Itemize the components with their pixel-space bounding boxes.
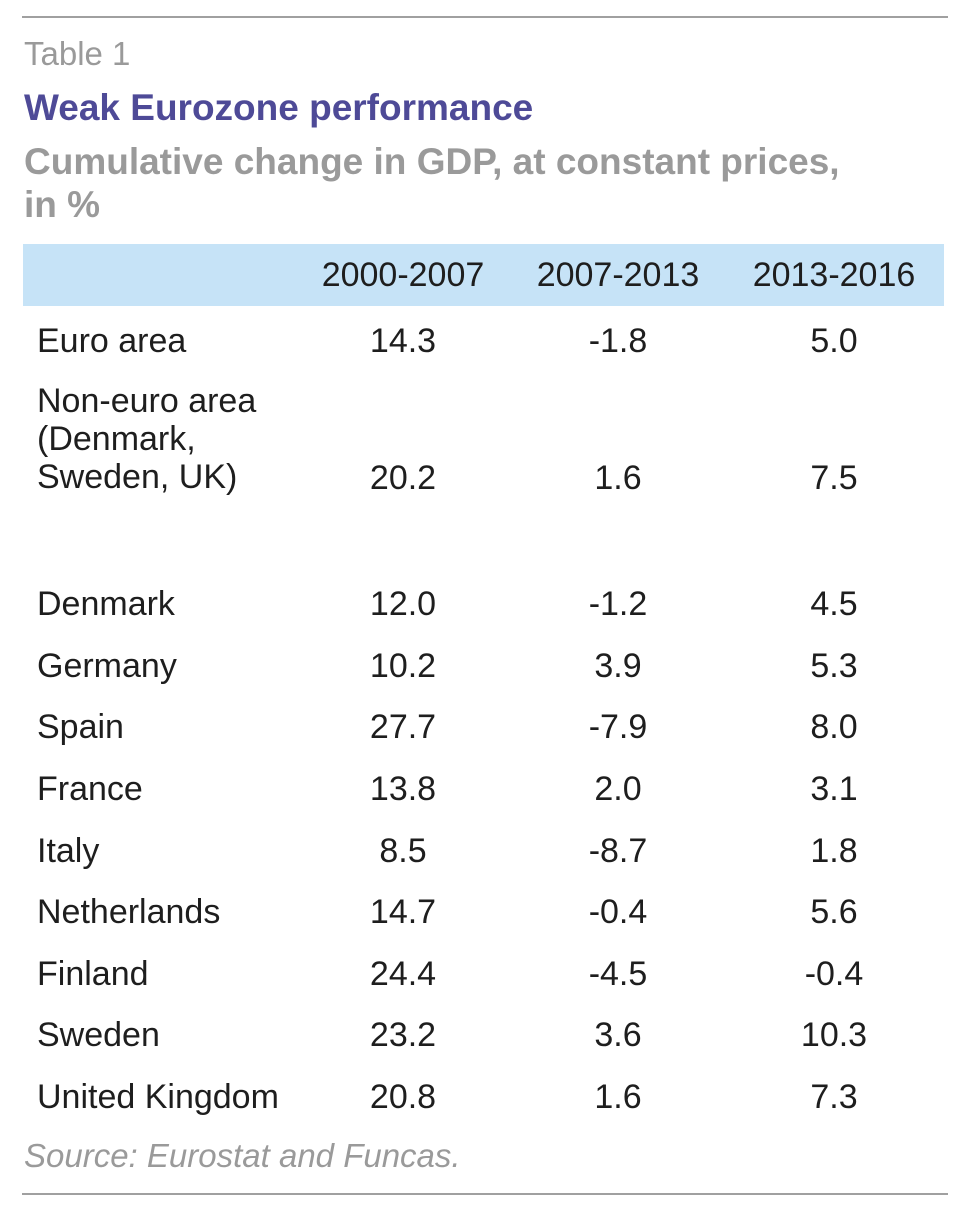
row-label: Finland xyxy=(37,955,149,993)
table-subtitle: Cumulative change in GDP, at constant pr… xyxy=(24,141,840,225)
bottom-rule xyxy=(22,1193,948,1195)
table-cell: 3.9 xyxy=(594,647,642,685)
row-label: Non-euro area (Denmark, Sweden, UK) xyxy=(37,382,257,496)
table-cell: -8.7 xyxy=(588,832,648,870)
table-cell: 2.0 xyxy=(594,770,642,808)
table-cell: 5.6 xyxy=(810,893,858,931)
row-label: Euro area xyxy=(37,322,187,360)
table-cell: 14.7 xyxy=(369,893,437,931)
table-label: Table 1 xyxy=(24,35,131,72)
row-label: Germany xyxy=(37,647,177,685)
table-title: Weak Eurozone performance xyxy=(24,87,534,128)
table-cell: 13.8 xyxy=(369,770,437,808)
table-cell: 5.3 xyxy=(810,647,858,685)
table-cell: -1.8 xyxy=(588,322,648,360)
table-cell: 7.3 xyxy=(810,1078,858,1116)
table-cell: 5.0 xyxy=(810,322,858,360)
table-cell: -7.9 xyxy=(588,708,648,746)
table-cell: -1.2 xyxy=(588,585,648,623)
table-cell: 20.8 xyxy=(369,1078,437,1116)
table-cell: 14.3 xyxy=(369,322,437,360)
table-cell: -0.4 xyxy=(804,955,864,993)
row-label: United Kingdom xyxy=(37,1078,279,1116)
table-cell: 27.7 xyxy=(369,708,437,746)
row-label: Netherlands xyxy=(37,893,221,931)
table-cell: 8.5 xyxy=(379,832,427,870)
table-cell: 23.2 xyxy=(369,1016,437,1054)
table-cell: 1.8 xyxy=(810,832,858,870)
table-source: Source: Eurostat and Funcas. xyxy=(24,1137,461,1174)
row-label: France xyxy=(37,770,143,808)
table-cell: 3.1 xyxy=(810,770,858,808)
table-cell: -4.5 xyxy=(588,955,648,993)
column-header-2007-2013: 2007-2013 xyxy=(536,256,700,294)
top-rule xyxy=(22,16,948,18)
column-header-2013-2016: 2013-2016 xyxy=(752,256,916,294)
row-label: Spain xyxy=(37,708,124,746)
table-cell: 1.6 xyxy=(594,459,642,497)
table-cell: 8.0 xyxy=(810,708,858,746)
table-header-band xyxy=(23,244,944,306)
table-cell: 3.6 xyxy=(594,1016,642,1054)
row-label: Italy xyxy=(37,832,100,870)
table-cell: 4.5 xyxy=(810,585,858,623)
table-cell: -0.4 xyxy=(588,893,648,931)
table-cell: 10.2 xyxy=(369,647,437,685)
table-cell: 7.5 xyxy=(810,459,858,497)
table-cell: 24.4 xyxy=(369,955,437,993)
table-cell: 20.2 xyxy=(369,459,437,497)
column-header-2000-2007: 2000-2007 xyxy=(321,256,485,294)
table-cell: 10.3 xyxy=(800,1016,868,1054)
table-cell: 12.0 xyxy=(369,585,437,623)
table-cell: 1.6 xyxy=(594,1078,642,1116)
row-label: Sweden xyxy=(37,1016,160,1054)
row-label: Denmark xyxy=(37,585,175,623)
